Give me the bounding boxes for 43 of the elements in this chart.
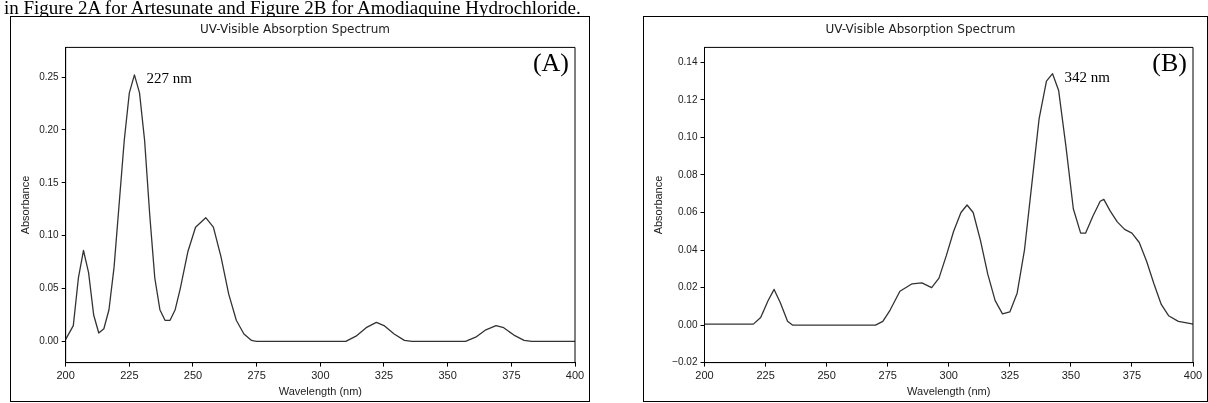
y-tick-label: 0.06 — [678, 206, 698, 218]
x-tick-label: 375 — [502, 369, 521, 382]
x-tick-label: 275 — [247, 369, 266, 382]
x-tick-label: 375 — [1122, 369, 1142, 382]
y-axis-title: Absorbance — [18, 175, 31, 235]
x-tick-label: 250 — [817, 369, 836, 382]
x-tick-label: 400 — [1183, 369, 1203, 382]
y-tick-label: −0.02 — [672, 356, 698, 368]
x-tick-label: 200 — [56, 369, 75, 382]
x-tick-label: 350 — [1061, 369, 1081, 382]
chart-title: UV-Visible Absorption Spectrum — [200, 22, 390, 37]
x-tick-label: 225 — [756, 369, 775, 382]
x-tick-label: 400 — [565, 369, 585, 382]
x-tick-label: 350 — [438, 369, 457, 382]
x-tick-label: 275 — [878, 369, 897, 382]
annotation: (A) — [532, 48, 569, 78]
y-tick-label: 0.25 — [39, 70, 60, 82]
y-tick-label: 0.04 — [678, 243, 698, 255]
y-tick-label: 0.10 — [39, 229, 60, 241]
y-tick-label: 0.00 — [678, 318, 698, 330]
x-tick-label: 325 — [1000, 369, 1019, 382]
annotation: 342 nm — [1064, 68, 1111, 85]
x-tick-label: 300 — [939, 369, 958, 382]
x-axis-title: Wavelength (nm) — [278, 385, 362, 398]
x-tick-label: 225 — [120, 369, 139, 382]
x-tick-label: 250 — [183, 369, 203, 382]
y-tick-label: 0.10 — [678, 131, 698, 143]
y-tick-label: 0.14 — [678, 56, 698, 68]
y-tick-label: 0.05 — [39, 282, 60, 294]
y-tick-label: 0.02 — [678, 281, 698, 293]
chart-title: UV-Visible Absorption Spectrum — [825, 22, 1016, 37]
y-axis-title: Absorbance — [651, 175, 664, 235]
annotation: 227 nm — [146, 69, 193, 86]
y-tick-label: 0.00 — [39, 335, 60, 347]
x-tick-label: 325 — [374, 369, 394, 382]
annotation: (B) — [1152, 48, 1187, 78]
y-tick-label: 0.12 — [678, 93, 698, 105]
x-tick-label: 200 — [695, 369, 714, 382]
y-tick-label: 0.20 — [39, 123, 60, 135]
x-tick-label: 300 — [311, 369, 330, 382]
x-axis-title: Wavelength (nm) — [907, 385, 991, 398]
y-tick-label: 0.08 — [678, 168, 698, 180]
y-tick-label: 0.15 — [39, 176, 60, 188]
